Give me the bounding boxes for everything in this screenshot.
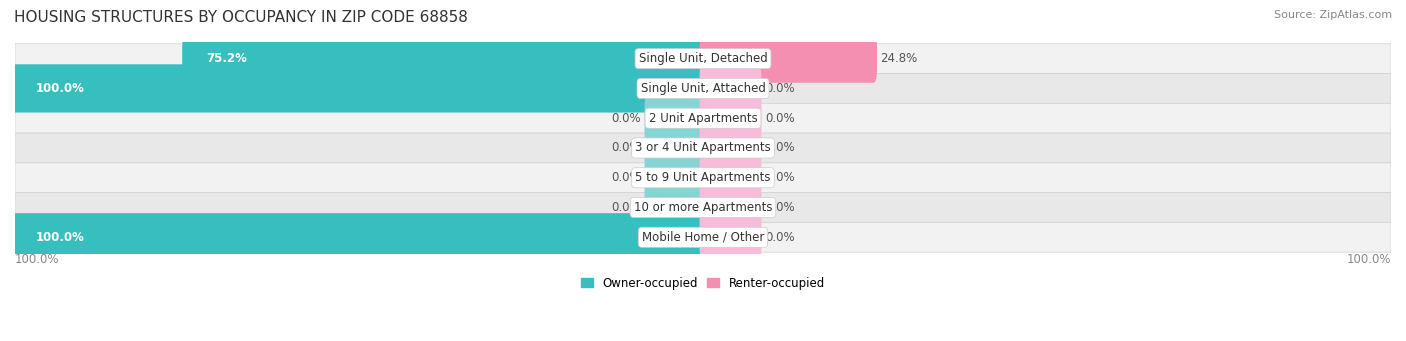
Text: 0.0%: 0.0% <box>765 82 794 95</box>
FancyBboxPatch shape <box>15 74 1391 103</box>
FancyBboxPatch shape <box>644 154 706 202</box>
FancyBboxPatch shape <box>700 94 762 142</box>
FancyBboxPatch shape <box>644 124 706 172</box>
FancyBboxPatch shape <box>15 133 1391 163</box>
Text: 0.0%: 0.0% <box>765 171 794 184</box>
FancyBboxPatch shape <box>700 183 762 232</box>
Text: HOUSING STRUCTURES BY OCCUPANCY IN ZIP CODE 68858: HOUSING STRUCTURES BY OCCUPANCY IN ZIP C… <box>14 10 468 25</box>
Text: 100.0%: 100.0% <box>1347 253 1391 266</box>
Text: 100.0%: 100.0% <box>35 231 84 244</box>
FancyBboxPatch shape <box>700 124 762 172</box>
FancyBboxPatch shape <box>15 103 1391 133</box>
Text: Single Unit, Attached: Single Unit, Attached <box>641 82 765 95</box>
Text: 0.0%: 0.0% <box>612 201 641 214</box>
FancyBboxPatch shape <box>700 213 762 262</box>
Text: 0.0%: 0.0% <box>612 142 641 154</box>
Text: 0.0%: 0.0% <box>612 112 641 125</box>
Text: 0.0%: 0.0% <box>765 112 794 125</box>
Text: 0.0%: 0.0% <box>765 231 794 244</box>
Text: 75.2%: 75.2% <box>207 52 247 65</box>
FancyBboxPatch shape <box>15 193 1391 222</box>
Text: Source: ZipAtlas.com: Source: ZipAtlas.com <box>1274 10 1392 20</box>
FancyBboxPatch shape <box>11 64 706 113</box>
FancyBboxPatch shape <box>183 34 706 83</box>
Text: 0.0%: 0.0% <box>765 201 794 214</box>
Text: Single Unit, Detached: Single Unit, Detached <box>638 52 768 65</box>
Text: 2 Unit Apartments: 2 Unit Apartments <box>648 112 758 125</box>
Text: 0.0%: 0.0% <box>765 142 794 154</box>
FancyBboxPatch shape <box>700 34 877 83</box>
Text: 100.0%: 100.0% <box>35 82 84 95</box>
FancyBboxPatch shape <box>11 213 706 262</box>
Text: 0.0%: 0.0% <box>612 171 641 184</box>
FancyBboxPatch shape <box>15 44 1391 74</box>
Text: 24.8%: 24.8% <box>880 52 918 65</box>
FancyBboxPatch shape <box>700 154 762 202</box>
Text: 10 or more Apartments: 10 or more Apartments <box>634 201 772 214</box>
FancyBboxPatch shape <box>644 183 706 232</box>
Text: 3 or 4 Unit Apartments: 3 or 4 Unit Apartments <box>636 142 770 154</box>
FancyBboxPatch shape <box>644 94 706 142</box>
Legend: Owner-occupied, Renter-occupied: Owner-occupied, Renter-occupied <box>576 272 830 294</box>
Text: Mobile Home / Other: Mobile Home / Other <box>641 231 765 244</box>
Text: 5 to 9 Unit Apartments: 5 to 9 Unit Apartments <box>636 171 770 184</box>
FancyBboxPatch shape <box>15 222 1391 252</box>
FancyBboxPatch shape <box>15 163 1391 193</box>
Text: 100.0%: 100.0% <box>15 253 59 266</box>
FancyBboxPatch shape <box>700 64 762 113</box>
